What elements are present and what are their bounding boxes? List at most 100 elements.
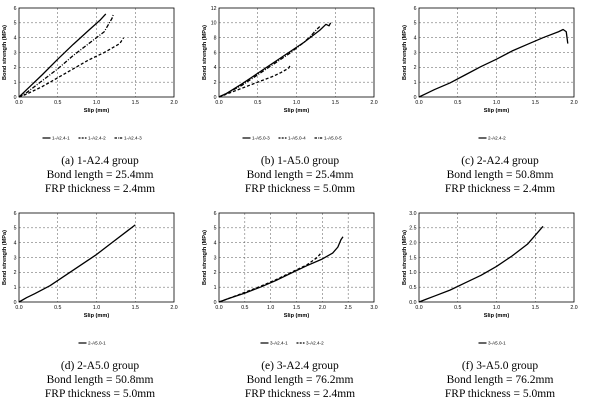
y-tick-label: 1.0 [409, 270, 416, 276]
x-axis-title: Slip (mm) [484, 313, 510, 319]
y-tick-label: 1 [14, 80, 17, 86]
x-tick-label: 1.5 [132, 305, 139, 311]
panel-caption: (c) 2-A2.4 group Bond length = 50.8mm FRP … [400, 154, 600, 196]
y-tick-label: 2 [214, 270, 217, 276]
plot-frame [18, 7, 175, 98]
caption-line: Bond length = 50.8mm [446, 169, 554, 181]
caption-line: (b) 1-A5.0 group [260, 155, 340, 167]
x-axis-title: Slip (mm) [484, 108, 510, 114]
caption-line: Bond length = 25.4mm [246, 169, 354, 181]
legend-label: 3-A5.0-1 [488, 341, 506, 346]
y-tick-label: 10 [211, 21, 217, 27]
series-line-1 [418, 28, 569, 98]
x-axis-title: Slip (mm) [84, 108, 110, 114]
y-tick-label: 5 [14, 226, 17, 232]
y-tick-label: 6 [214, 50, 217, 56]
y-tick-label: 12 [211, 6, 217, 12]
x-tick-label: 2.0 [170, 100, 177, 106]
y-tick-label: 0 [214, 95, 217, 101]
series-line-2 [18, 37, 125, 98]
chart-panel-2: 0.0 0.5 1.0 1.5 2.0 0 2 4 6 8 10 12 Slip (mm) Bond st… [200, 0, 400, 205]
x-tick-label: 0.5 [454, 100, 461, 106]
x-tick-label: 1.0 [93, 100, 100, 106]
series-line-2 [218, 64, 291, 98]
x-tick-label: 0.0 [15, 305, 22, 311]
x-tick-label: 0.5 [241, 305, 248, 311]
x-tick-label: 1.0 [493, 305, 500, 311]
y-tick-label: 0.5 [409, 285, 416, 291]
caption-line: FRP thickness = 2.4mm [444, 183, 556, 195]
y-tick-label: 2.5 [409, 226, 416, 232]
y-tick-label: 5 [214, 226, 217, 232]
x-tick-label: 1.0 [93, 305, 100, 311]
caption-line: (d) 2-A5.0 group [60, 360, 140, 372]
x-tick-label: 1.0 [493, 100, 500, 106]
series-line-2 [218, 251, 323, 303]
legend-label: 1-A2.4-2 [88, 136, 106, 141]
x-tick-label: 1.5 [332, 100, 339, 106]
y-tick-label: 1 [414, 80, 417, 86]
caption-line: Bond length = 76.2mm [446, 374, 554, 386]
y-tick-label: 2 [14, 270, 17, 276]
legend-label: 3-A2.4-2 [306, 341, 324, 346]
y-tick-label: 1 [214, 285, 217, 291]
panel-caption: (d) 2-A5.0 group Bond length = 50.8mm FRP … [0, 359, 200, 401]
x-axis-title: Slip (mm) [284, 313, 310, 319]
y-tick-label: 4 [14, 240, 17, 246]
series-line-1 [218, 22, 332, 98]
y-tick-label: 0 [14, 95, 17, 101]
x-tick-label: 2.0 [170, 305, 177, 311]
x-tick-label: 1.5 [532, 305, 539, 311]
x-tick-label: 0.0 [15, 100, 22, 106]
series-line-3 [218, 26, 321, 98]
y-tick-label: 0 [214, 300, 217, 306]
plot-frame [218, 7, 375, 98]
x-tick-label: 2.0 [570, 305, 577, 311]
x-tick-label: 2.0 [370, 100, 377, 106]
legend-label: 3-A2.4-1 [270, 341, 288, 346]
caption-line: FRP thickness = 5.0mm [44, 388, 156, 400]
legend-label: 1-A5.0-5 [324, 136, 342, 141]
caption-line: FRP thickness = 5.0mm [444, 388, 556, 400]
y-tick-label: 1 [14, 285, 17, 291]
legend-label: 1-A2.4-3 [124, 136, 142, 141]
y-tick-label: 8 [214, 35, 217, 41]
caption-line: FRP thickness = 5.0mm [244, 183, 356, 195]
y-tick-label: 2 [414, 65, 417, 71]
y-tick-label: 6 [14, 6, 17, 12]
x-tick-label: 0.0 [415, 100, 422, 106]
y-tick-label: 3 [414, 50, 417, 56]
x-tick-label: 0.5 [54, 100, 61, 106]
x-tick-label: 0.5 [254, 100, 261, 106]
x-axis-title: Slip (mm) [84, 313, 110, 319]
series-line-1 [418, 225, 544, 303]
chart-3: 0.0 0.5 1.0 1.5 2.0 0 1 2 3 4 5 6 Slip (mm) Bond stre… [402, 6, 578, 141]
caption-line: (a) 1-A2.4 group [61, 155, 139, 167]
y-tick-label: 5 [414, 21, 417, 27]
y-tick-label: 3 [14, 50, 17, 56]
series-line-3 [18, 13, 115, 98]
caption-line: Bond length = 76.2mm [246, 374, 354, 386]
chart-panel-1: 0.0 0.5 1.0 1.5 2.0 0 1 2 3 4 5 6 Slip (mm) Bond stre… [0, 0, 200, 205]
chart-6: 0.0 0.5 1.0 1.5 2.0 0.0 0.5 1.0 1.5 2.0 2.5 3.0 Slip… [402, 211, 578, 346]
x-tick-label: 1.5 [532, 100, 539, 106]
y-tick-label: 6 [214, 211, 217, 217]
chart-panel-3: 0.0 0.5 1.0 1.5 2.0 0 1 2 3 4 5 6 Slip (mm) Bond stre… [400, 0, 600, 205]
y-tick-label: 2 [14, 65, 17, 71]
y-tick-label: 4 [214, 65, 217, 71]
chart-2: 0.0 0.5 1.0 1.5 2.0 0 2 4 6 8 10 12 Slip (mm) Bond st… [202, 6, 378, 141]
y-tick-label: 3 [214, 255, 217, 261]
x-tick-label: 0.0 [215, 100, 222, 106]
y-axis-title: Bond strength (MPa) [2, 25, 8, 80]
y-axis-title: Bond strength (MPa) [202, 25, 208, 80]
plot-frame [18, 212, 175, 303]
x-tick-label: 0.0 [415, 305, 422, 311]
x-tick-label: 1.5 [132, 100, 139, 106]
x-tick-label: 2.5 [345, 305, 352, 311]
legend-label: 2-A2.4-2 [488, 136, 506, 141]
chart-panel-5: 0.0 0.5 1.0 1.5 2.0 2.5 3.0 0 1 2 3 4 5 6 Slip (mm) Bon… [200, 205, 400, 410]
caption-line: FRP thickness = 2.4mm [244, 388, 356, 400]
x-tick-label: 1.5 [293, 305, 300, 311]
caption-line: (f) 3-A5.0 group [461, 360, 539, 372]
